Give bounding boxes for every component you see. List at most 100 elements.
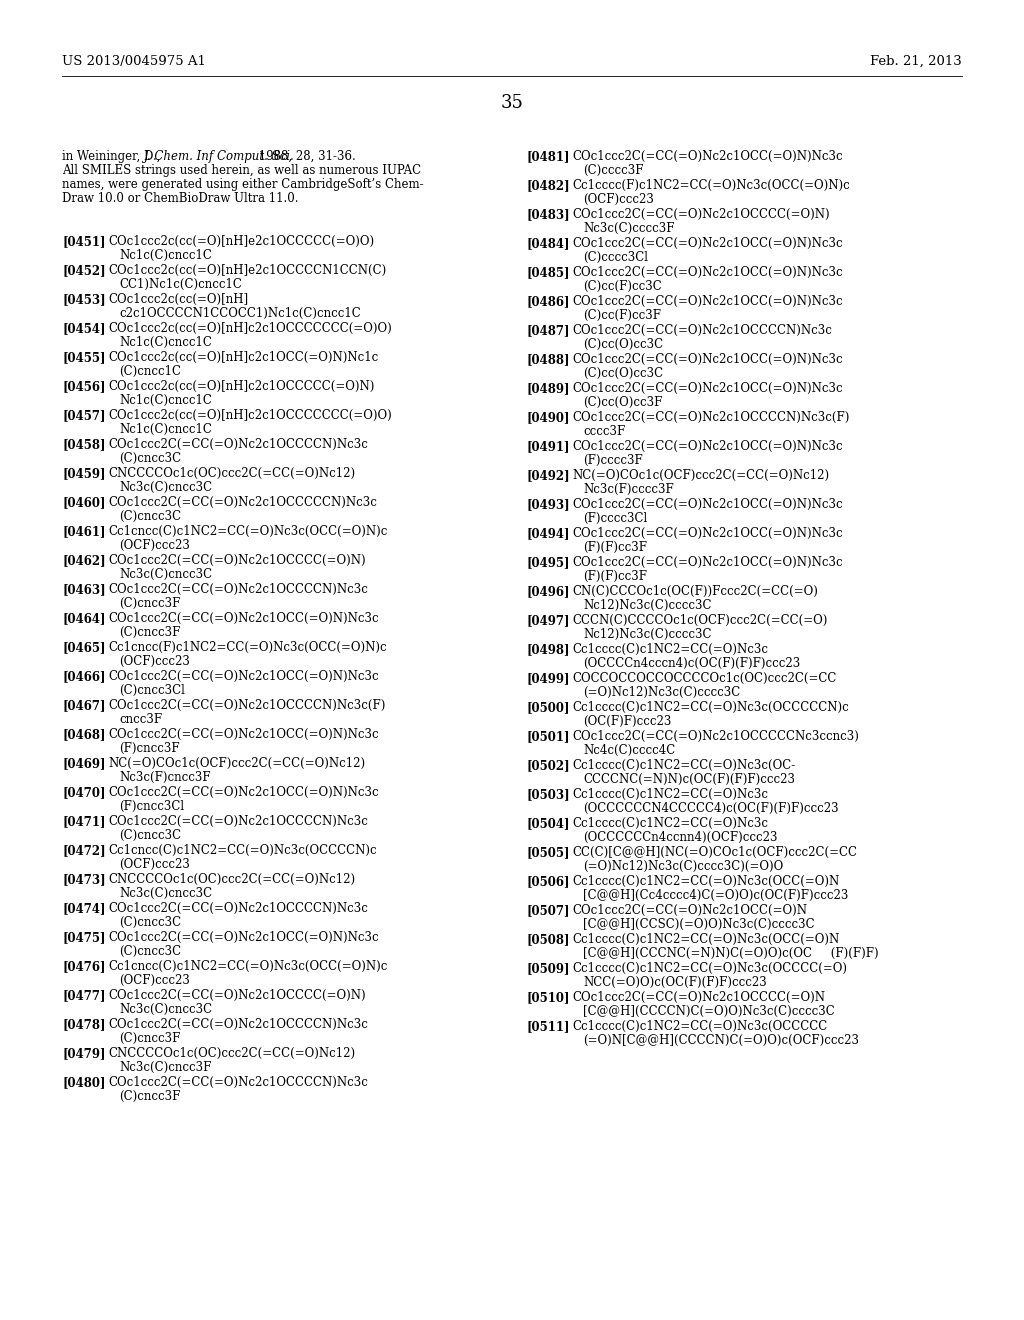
Text: Cc1cccc(C)c1NC2=CC(=O)Nc3c: Cc1cccc(C)c1NC2=CC(=O)Nc3c [572, 643, 768, 656]
Text: [0453]: [0453] [62, 293, 105, 306]
Text: [0498]: [0498] [526, 643, 569, 656]
Text: COc1ccc2C(=CC(=O)Nc2c1OCC(=O)N)Nc3c: COc1ccc2C(=CC(=O)Nc2c1OCC(=O)N)Nc3c [108, 612, 379, 624]
Text: Cc1cncc(C)c1NC2=CC(=O)Nc3c(OCC(=O)N)c: Cc1cncc(C)c1NC2=CC(=O)Nc3c(OCC(=O)N)c [108, 525, 387, 539]
Text: [0506]: [0506] [526, 875, 569, 888]
Text: COc1ccc2C(=CC(=O)Nc2c1OCC(=O)N)Nc3c: COc1ccc2C(=CC(=O)Nc2c1OCC(=O)N)Nc3c [572, 294, 843, 308]
Text: [C@@H](CCSC)(=O)O)Nc3c(C)cccc3C: [C@@H](CCSC)(=O)O)Nc3c(C)cccc3C [583, 917, 815, 931]
Text: (OC(F)F)ccc23: (OC(F)F)ccc23 [583, 715, 672, 729]
Text: [0466]: [0466] [62, 671, 105, 682]
Text: (C)cncc3C: (C)cncc3C [119, 916, 181, 929]
Text: (OCCCCCCn4ccnn4)(OCF)ccc23: (OCCCCCCn4ccnn4)(OCF)ccc23 [583, 832, 777, 843]
Text: COc1ccc2C(=CC(=O)Nc2c1OCCCCN)Nc3c: COc1ccc2C(=CC(=O)Nc2c1OCCCCN)Nc3c [572, 323, 831, 337]
Text: Nc3c(C)cncc3F: Nc3c(C)cncc3F [119, 1061, 211, 1074]
Text: (F)cccc3Cl: (F)cccc3Cl [583, 512, 647, 525]
Text: [0488]: [0488] [526, 352, 569, 366]
Text: [0499]: [0499] [526, 672, 569, 685]
Text: Nc3c(C)cncc3C: Nc3c(C)cncc3C [119, 568, 212, 581]
Text: Cc1cccc(C)c1NC2=CC(=O)Nc3c(OCCCCC: Cc1cccc(C)c1NC2=CC(=O)Nc3c(OCCCCC [572, 1020, 827, 1034]
Text: NCC(=O)O)c(OC(F)(F)F)ccc23: NCC(=O)O)c(OC(F)(F)F)ccc23 [583, 975, 767, 989]
Text: (C)cc(F)cc3C: (C)cc(F)cc3C [583, 280, 662, 293]
Text: [0511]: [0511] [526, 1020, 569, 1034]
Text: J. Chem. Inf Comput. Sci.: J. Chem. Inf Comput. Sci. [144, 150, 295, 162]
Text: (F)(F)cc3F: (F)(F)cc3F [583, 541, 647, 554]
Text: COc1ccc2c(cc(=O)[nH]c2c1OCCCCC(=O)N): COc1ccc2c(cc(=O)[nH]c2c1OCCCCC(=O)N) [108, 380, 375, 393]
Text: (C)cc(O)cc3C: (C)cc(O)cc3C [583, 367, 664, 380]
Text: in Weininger, D.,: in Weininger, D., [62, 150, 164, 162]
Text: CC(C)[C@@H](NC(=O)COc1c(OCF)ccc2C(=CC: CC(C)[C@@H](NC(=O)COc1c(OCF)ccc2C(=CC [572, 846, 857, 859]
Text: [0496]: [0496] [526, 585, 569, 598]
Text: COc1ccc2c(cc(=O)[nH]e2c1OCCCCC(=O)O): COc1ccc2c(cc(=O)[nH]e2c1OCCCCC(=O)O) [108, 235, 374, 248]
Text: (C)cncc3F: (C)cncc3F [119, 597, 180, 610]
Text: [0484]: [0484] [526, 238, 569, 249]
Text: (C)cc(O)cc3C: (C)cc(O)cc3C [583, 338, 664, 351]
Text: NC(=O)COc1c(OCF)ccc2C(=CC(=O)Nc12): NC(=O)COc1c(OCF)ccc2C(=CC(=O)Nc12) [108, 756, 366, 770]
Text: (C)cncc3C: (C)cncc3C [119, 829, 181, 842]
Text: cccc3F: cccc3F [583, 425, 626, 438]
Text: Cc1cccc(C)c1NC2=CC(=O)Nc3c(OCCCC(=O): Cc1cccc(C)c1NC2=CC(=O)Nc3c(OCCCC(=O) [572, 962, 847, 975]
Text: COc1ccc2C(=CC(=O)Nc2c1OCCCCN)Nc3c: COc1ccc2C(=CC(=O)Nc2c1OCCCCN)Nc3c [108, 814, 368, 828]
Text: COc1ccc2C(=CC(=O)Nc2c1OCC(=O)N)Nc3c: COc1ccc2C(=CC(=O)Nc2c1OCC(=O)N)Nc3c [108, 671, 379, 682]
Text: Cc1cncc(C)c1NC2=CC(=O)Nc3c(OCC(=O)N)c: Cc1cncc(C)c1NC2=CC(=O)Nc3c(OCC(=O)N)c [108, 960, 387, 973]
Text: COc1ccc2C(=CC(=O)Nc2c1OCC(=O)N)Nc3c: COc1ccc2C(=CC(=O)Nc2c1OCC(=O)N)Nc3c [572, 381, 843, 395]
Text: [0461]: [0461] [62, 525, 105, 539]
Text: CNCCCCOc1c(OC)ccc2C(=CC(=O)Nc12): CNCCCCOc1c(OC)ccc2C(=CC(=O)Nc12) [108, 1047, 355, 1060]
Text: Feb. 21, 2013: Feb. 21, 2013 [870, 55, 962, 69]
Text: [0478]: [0478] [62, 1018, 105, 1031]
Text: [0464]: [0464] [62, 612, 105, 624]
Text: Nc3c(C)cccc3F: Nc3c(C)cccc3F [583, 222, 675, 235]
Text: COc1ccc2C(=CC(=O)Nc2c1OCCCC(=O)N): COc1ccc2C(=CC(=O)Nc2c1OCCCC(=O)N) [572, 209, 829, 220]
Text: [0492]: [0492] [526, 469, 569, 482]
Text: 1988, 28, 31-36.: 1988, 28, 31-36. [255, 150, 356, 162]
Text: [0504]: [0504] [526, 817, 569, 830]
Text: COc1ccc2C(=CC(=O)Nc2c1OCC(=O)N)Nc3c: COc1ccc2C(=CC(=O)Nc2c1OCC(=O)N)Nc3c [572, 498, 843, 511]
Text: CNCCCCOc1c(OC)ccc2C(=CC(=O)Nc12): CNCCCCOc1c(OC)ccc2C(=CC(=O)Nc12) [108, 873, 355, 886]
Text: [0455]: [0455] [62, 351, 105, 364]
Text: COc1ccc2C(=CC(=O)Nc2c1OCCCCN)Nc3c: COc1ccc2C(=CC(=O)Nc2c1OCCCCN)Nc3c [108, 1018, 368, 1031]
Text: (OCCCCCCN4CCCCC4)c(OC(F)(F)F)ccc23: (OCCCCCCN4CCCCC4)c(OC(F)(F)F)ccc23 [583, 803, 839, 814]
Text: Nc1c(C)cncc1C: Nc1c(C)cncc1C [119, 337, 212, 348]
Text: [0467]: [0467] [62, 700, 105, 711]
Text: [0507]: [0507] [526, 904, 569, 917]
Text: [0457]: [0457] [62, 409, 105, 422]
Text: [0462]: [0462] [62, 554, 105, 568]
Text: [0468]: [0468] [62, 729, 105, 741]
Text: Nc3c(F)cccc3F: Nc3c(F)cccc3F [583, 483, 674, 496]
Text: COc1ccc2C(=CC(=O)Nc2c1OCC(=O)N)Nc3c: COc1ccc2C(=CC(=O)Nc2c1OCC(=O)N)Nc3c [108, 931, 379, 944]
Text: (C)cncc3F: (C)cncc3F [119, 1032, 180, 1045]
Text: COc1ccc2C(=CC(=O)Nc2c1OCCCC(=O)N): COc1ccc2C(=CC(=O)Nc2c1OCCCC(=O)N) [108, 554, 366, 568]
Text: names, were generated using either CambridgeSoft’s Chem-: names, were generated using either Cambr… [62, 178, 424, 191]
Text: COc1ccc2c(cc(=O)[nH]c2c1OCCCCCCC(=O)O): COc1ccc2c(cc(=O)[nH]c2c1OCCCCCCC(=O)O) [108, 409, 392, 422]
Text: NC(=O)COc1c(OCF)ccc2C(=CC(=O)Nc12): NC(=O)COc1c(OCF)ccc2C(=CC(=O)Nc12) [572, 469, 829, 482]
Text: Nc1c(C)cncc1C: Nc1c(C)cncc1C [119, 393, 212, 407]
Text: [C@@H](CCCNC(=N)N)C(=O)O)c(OC     (F)(F)F): [C@@H](CCCNC(=N)N)C(=O)O)c(OC (F)(F)F) [583, 946, 879, 960]
Text: [C@@H](Cc4cccc4)C(=O)O)c(OC(F)F)ccc23: [C@@H](Cc4cccc4)C(=O)O)c(OC(F)F)ccc23 [583, 888, 848, 902]
Text: (C)cncc3F: (C)cncc3F [119, 1090, 180, 1104]
Text: [0472]: [0472] [62, 843, 105, 857]
Text: [0489]: [0489] [526, 381, 569, 395]
Text: COCCOCCOCCOCCCCOc1c(OC)ccc2C(=CC: COCCOCCOCCOCCCCOc1c(OC)ccc2C(=CC [572, 672, 837, 685]
Text: [0479]: [0479] [62, 1047, 105, 1060]
Text: COc1ccc2C(=CC(=O)Nc2c1OCC(=O)N)Nc3c: COc1ccc2C(=CC(=O)Nc2c1OCC(=O)N)Nc3c [572, 440, 843, 453]
Text: (F)cccc3F: (F)cccc3F [583, 454, 643, 467]
Text: COc1ccc2C(=CC(=O)Nc2c1OCCCCCN)Nc3c: COc1ccc2C(=CC(=O)Nc2c1OCCCCCN)Nc3c [108, 496, 377, 510]
Text: Nc1c(C)cncc1C: Nc1c(C)cncc1C [119, 422, 212, 436]
Text: CC1)Nc1c(C)cncc1C: CC1)Nc1c(C)cncc1C [119, 279, 242, 290]
Text: (OCF)ccc23: (OCF)ccc23 [583, 193, 654, 206]
Text: (=O)Nc12)Nc3c(C)cccc3C: (=O)Nc12)Nc3c(C)cccc3C [583, 686, 740, 700]
Text: Nc3c(C)cncc3C: Nc3c(C)cncc3C [119, 480, 212, 494]
Text: [0483]: [0483] [526, 209, 569, 220]
Text: COc1ccc2C(=CC(=O)Nc2c1OCCCCCNc3ccnc3): COc1ccc2C(=CC(=O)Nc2c1OCCCCCNc3ccnc3) [572, 730, 859, 743]
Text: CNCCCCOc1c(OC)ccc2C(=CC(=O)Nc12): CNCCCCOc1c(OC)ccc2C(=CC(=O)Nc12) [108, 467, 355, 480]
Text: All SMILES strings used herein, as well as numerous IUPAC: All SMILES strings used herein, as well … [62, 164, 421, 177]
Text: (=O)Nc12)Nc3c(C)cccc3C)(=O)O: (=O)Nc12)Nc3c(C)cccc3C)(=O)O [583, 861, 783, 873]
Text: COc1ccc2c(cc(=O)[nH]c2c1OCC(=O)N)Nc1c: COc1ccc2c(cc(=O)[nH]c2c1OCC(=O)N)Nc1c [108, 351, 378, 364]
Text: 35: 35 [501, 94, 523, 112]
Text: Cc1cccc(C)c1NC2=CC(=O)Nc3c: Cc1cccc(C)c1NC2=CC(=O)Nc3c [572, 788, 768, 801]
Text: [0500]: [0500] [526, 701, 569, 714]
Text: COc1ccc2C(=CC(=O)Nc2c1OCCCCN)Nc3c: COc1ccc2C(=CC(=O)Nc2c1OCCCCN)Nc3c [108, 902, 368, 915]
Text: [0456]: [0456] [62, 380, 105, 393]
Text: CCCN(C)CCCCOc1c(OCF)ccc2C(=CC(=O): CCCN(C)CCCCOc1c(OCF)ccc2C(=CC(=O) [572, 614, 827, 627]
Text: Nc3c(C)cncc3C: Nc3c(C)cncc3C [119, 887, 212, 900]
Text: [0503]: [0503] [526, 788, 569, 801]
Text: COc1ccc2C(=CC(=O)Nc2c1OCC(=O)N)Nc3c: COc1ccc2C(=CC(=O)Nc2c1OCC(=O)N)Nc3c [108, 785, 379, 799]
